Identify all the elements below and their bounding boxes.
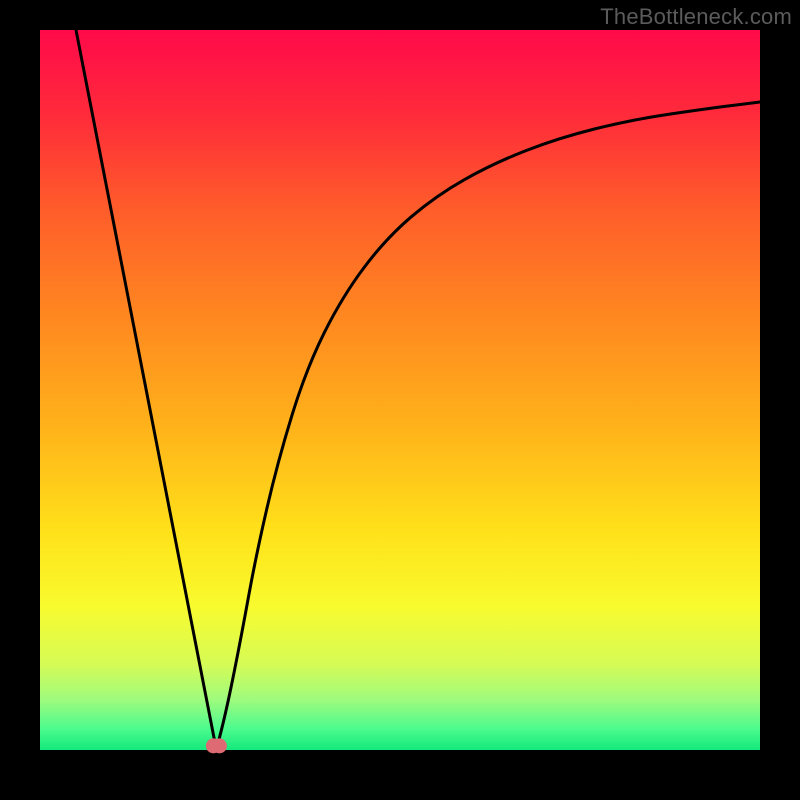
valley-marker bbox=[212, 738, 227, 753]
plot-svg bbox=[0, 0, 800, 800]
watermark: TheBottleneck.com bbox=[600, 4, 792, 30]
gradient-background bbox=[40, 30, 760, 750]
chart-frame: { "watermark": { "text": "TheBottleneck.… bbox=[0, 0, 800, 800]
